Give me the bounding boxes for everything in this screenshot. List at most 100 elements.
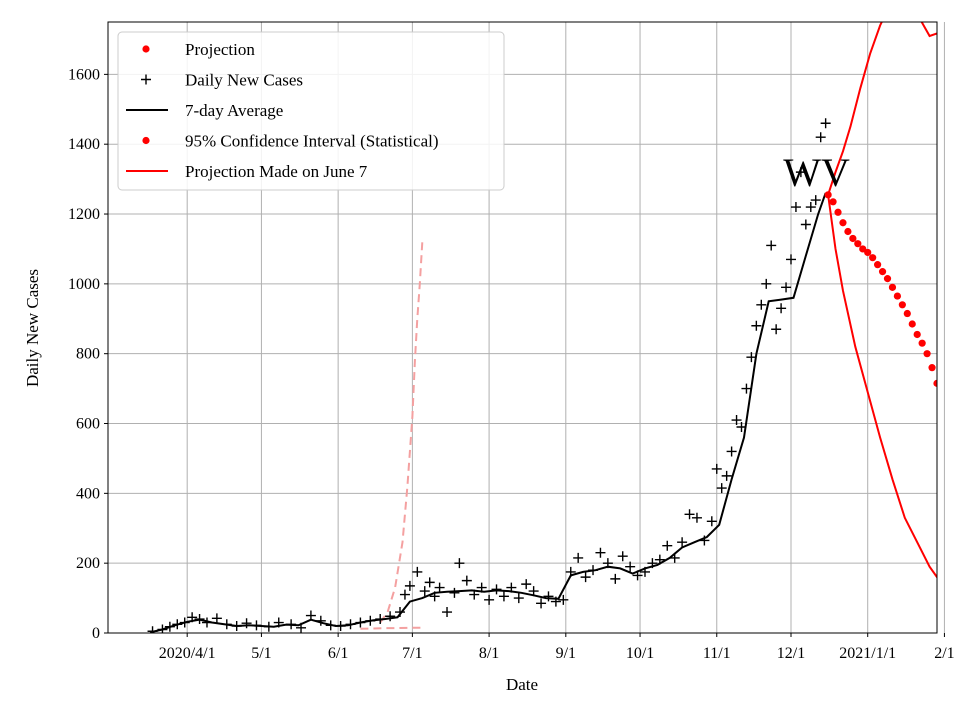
daily-case-point [776,303,787,314]
daily-case-point [513,593,524,604]
x-tick-label: 11/1 [703,645,731,662]
projection-point [908,320,916,328]
series-line [827,22,937,196]
y-tick-label: 400 [76,485,100,502]
daily-case-point [412,566,423,577]
daily-case-point [781,282,792,293]
y-axis-title: Daily New Cases [23,269,42,387]
daily-case-point [461,575,472,586]
legend-plus-marker [141,74,151,85]
daily-case-point [399,589,410,600]
legend: Projection Daily New Cases 7-day Average 95… [117,31,505,191]
legend-label: Projection Made on June 7 [185,162,368,181]
series-line [827,194,937,579]
projection-point [854,240,862,248]
daily-case-point [498,591,509,602]
y-tick-label: 1600 [68,66,100,83]
x-axis-title: Date [506,675,538,694]
daily-case-point [449,587,460,598]
projection-point [869,254,877,262]
daily-case-point [790,202,801,213]
daily-case-point [800,219,811,230]
daily-case-point [761,278,772,289]
y-tick-label: 1200 [68,206,100,223]
plot-area [147,22,960,633]
x-tick-label: 2/1 [934,645,954,662]
daily-case-point [580,572,591,583]
projection-point [824,191,832,199]
daily-case-point [716,483,727,494]
daily-case-point [241,618,252,629]
projection-point [953,432,960,439]
projection-point [923,350,931,358]
plot-frame [107,21,938,634]
daily-case-point [677,537,688,548]
daily-case-point [484,594,495,605]
projection-point [933,379,937,387]
daily-case-point [662,540,673,551]
x-tick-label: 12/1 [777,645,805,662]
x-tick-label: 7/1 [402,645,422,662]
legend-label: 7-day Average [185,101,283,120]
daily-case-point [771,324,782,335]
daily-case-point [442,607,453,618]
state-annotation: WV [783,150,850,195]
daily-case-point [536,598,547,609]
projection-point [918,339,926,347]
projection-point [893,292,902,300]
daily-case-point [434,582,445,593]
daily-case-point [404,580,415,591]
daily-case-point [766,240,777,251]
y-tick-label: 1000 [68,276,100,293]
daily-case-point [491,584,502,595]
daily-case-point [751,320,762,331]
projection-point [903,309,911,318]
projection-point [839,219,847,227]
daily-case-point [684,509,695,520]
daily-case-point [795,167,806,178]
projection-point [829,198,837,206]
y-tick-label: 600 [76,416,100,433]
projection-point [913,330,921,339]
x-tick-label: 10/1 [626,645,654,662]
series-line [149,192,827,633]
daily-case-point [558,594,569,605]
daily-case-point [610,573,621,584]
projection-point [849,234,857,243]
projection-point [844,227,852,236]
daily-case-point [741,383,752,394]
legend-label: Projection [185,40,255,59]
daily-case-point [595,547,606,558]
series-line [360,626,423,630]
projection-point [878,268,887,276]
x-tick-label: 2021/1/1 [839,645,896,662]
daily-case-point [711,463,722,474]
axis-ticks: 0 200 400 600 800 1000 1200 1400 1600 2020/4/1 5/1… [68,66,955,662]
daily-case-point [731,415,742,426]
y-tick-label: 0 [92,625,100,642]
daily-case-point [721,470,732,481]
daily-case-point [521,579,532,590]
y-tick-label: 800 [76,346,100,363]
y-tick-label: 200 [76,555,100,572]
daily-case-point [424,577,435,588]
legend-box [117,31,505,191]
projection-point [898,301,906,309]
legend-label: 95% Confidence Interval (Statistical) [185,132,439,151]
x-tick-label: 9/1 [556,645,576,662]
daily-case-point [573,552,584,563]
projection-point [888,283,897,291]
legend-dot-marker [142,136,150,145]
daily-case-point [805,202,816,213]
daily-case-point [691,512,702,523]
daily-case-point [726,446,737,457]
x-tick-label: 6/1 [328,645,348,662]
daily-case-point [454,558,465,569]
x-tick-label: 5/1 [251,645,271,662]
daily-case-point [385,611,396,622]
daily-case-point [419,586,430,597]
daily-case-point [785,254,796,265]
y-tick-label: 1400 [68,136,100,153]
daily-case-point [543,591,554,602]
